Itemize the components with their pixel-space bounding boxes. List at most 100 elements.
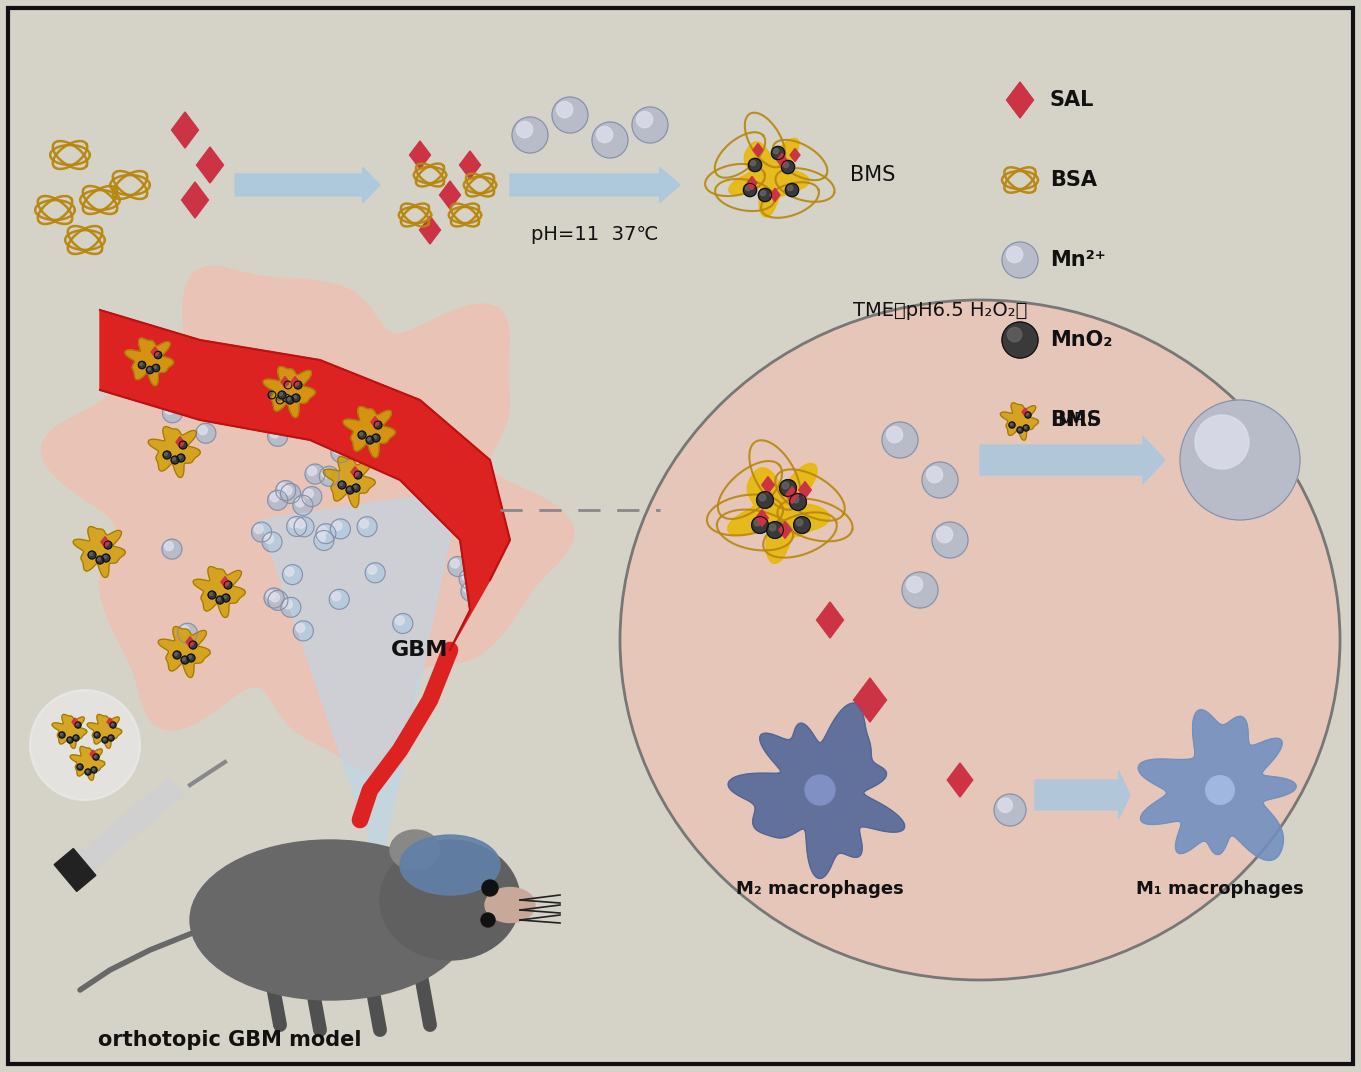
Circle shape bbox=[110, 723, 116, 728]
Circle shape bbox=[174, 652, 177, 655]
Circle shape bbox=[293, 495, 313, 516]
Circle shape bbox=[751, 517, 769, 534]
Circle shape bbox=[290, 393, 299, 403]
Circle shape bbox=[1206, 776, 1234, 804]
Polygon shape bbox=[789, 148, 800, 162]
Circle shape bbox=[73, 735, 76, 739]
Circle shape bbox=[480, 913, 495, 927]
Circle shape bbox=[163, 451, 171, 459]
FancyArrow shape bbox=[235, 167, 380, 203]
Polygon shape bbox=[1022, 408, 1028, 416]
Polygon shape bbox=[125, 338, 174, 386]
Polygon shape bbox=[196, 147, 223, 183]
Polygon shape bbox=[785, 487, 799, 504]
Polygon shape bbox=[280, 376, 289, 387]
Circle shape bbox=[73, 735, 79, 741]
Circle shape bbox=[596, 126, 612, 143]
Circle shape bbox=[761, 191, 766, 196]
Circle shape bbox=[93, 754, 99, 760]
Text: pH=11  37℃: pH=11 37℃ bbox=[531, 225, 659, 244]
Circle shape bbox=[1017, 427, 1023, 433]
Polygon shape bbox=[41, 266, 574, 775]
Circle shape bbox=[279, 392, 282, 396]
Circle shape bbox=[1009, 422, 1015, 428]
Circle shape bbox=[785, 183, 799, 196]
Circle shape bbox=[632, 107, 668, 143]
Circle shape bbox=[354, 471, 362, 479]
Polygon shape bbox=[52, 714, 87, 748]
Circle shape bbox=[67, 738, 73, 743]
Polygon shape bbox=[817, 602, 844, 638]
Circle shape bbox=[278, 483, 287, 492]
Circle shape bbox=[289, 519, 298, 527]
Circle shape bbox=[78, 765, 80, 768]
Circle shape bbox=[746, 185, 751, 191]
Circle shape bbox=[1026, 413, 1029, 415]
Circle shape bbox=[94, 755, 97, 757]
Circle shape bbox=[297, 519, 305, 528]
Circle shape bbox=[448, 556, 468, 577]
Circle shape bbox=[282, 394, 290, 402]
Polygon shape bbox=[1000, 403, 1038, 441]
Circle shape bbox=[109, 735, 112, 739]
Circle shape bbox=[773, 148, 778, 153]
Circle shape bbox=[1002, 322, 1038, 358]
Circle shape bbox=[305, 464, 325, 485]
Circle shape bbox=[86, 770, 88, 772]
Circle shape bbox=[921, 462, 958, 498]
Circle shape bbox=[452, 440, 472, 459]
Circle shape bbox=[1007, 327, 1022, 342]
Circle shape bbox=[331, 443, 351, 463]
Circle shape bbox=[222, 594, 230, 601]
Circle shape bbox=[93, 768, 94, 771]
Polygon shape bbox=[101, 537, 109, 548]
Circle shape bbox=[347, 488, 350, 490]
Circle shape bbox=[95, 733, 97, 735]
Circle shape bbox=[284, 382, 291, 389]
Polygon shape bbox=[419, 215, 441, 244]
Text: MRI: MRI bbox=[1057, 411, 1093, 430]
Circle shape bbox=[294, 382, 302, 389]
Circle shape bbox=[94, 732, 99, 738]
Circle shape bbox=[284, 567, 294, 576]
Circle shape bbox=[218, 597, 220, 600]
Circle shape bbox=[464, 584, 472, 593]
Circle shape bbox=[295, 624, 305, 632]
Circle shape bbox=[283, 396, 286, 399]
Circle shape bbox=[316, 524, 336, 544]
Circle shape bbox=[882, 422, 919, 458]
Polygon shape bbox=[799, 481, 811, 498]
Circle shape bbox=[346, 486, 354, 494]
Circle shape bbox=[393, 613, 412, 634]
FancyArrow shape bbox=[1034, 771, 1130, 819]
Circle shape bbox=[186, 654, 195, 661]
Circle shape bbox=[252, 522, 272, 542]
Circle shape bbox=[358, 431, 366, 438]
Circle shape bbox=[333, 521, 342, 531]
Circle shape bbox=[280, 483, 301, 504]
Circle shape bbox=[75, 723, 82, 728]
Polygon shape bbox=[99, 310, 510, 650]
Circle shape bbox=[154, 352, 162, 359]
Polygon shape bbox=[410, 142, 430, 169]
Circle shape bbox=[637, 111, 653, 128]
Circle shape bbox=[333, 445, 343, 455]
Polygon shape bbox=[372, 417, 380, 428]
Circle shape bbox=[749, 159, 762, 172]
Circle shape bbox=[294, 621, 313, 641]
Circle shape bbox=[444, 468, 464, 489]
Circle shape bbox=[318, 526, 328, 535]
Circle shape bbox=[181, 656, 189, 664]
Circle shape bbox=[196, 423, 216, 443]
Polygon shape bbox=[728, 703, 905, 879]
Circle shape bbox=[268, 427, 287, 446]
Circle shape bbox=[189, 641, 197, 649]
Circle shape bbox=[180, 626, 189, 635]
Circle shape bbox=[372, 434, 380, 442]
Polygon shape bbox=[770, 189, 780, 202]
Circle shape bbox=[769, 524, 776, 531]
Ellipse shape bbox=[400, 835, 499, 895]
Circle shape bbox=[780, 479, 796, 496]
Polygon shape bbox=[753, 144, 764, 157]
Circle shape bbox=[278, 398, 280, 400]
